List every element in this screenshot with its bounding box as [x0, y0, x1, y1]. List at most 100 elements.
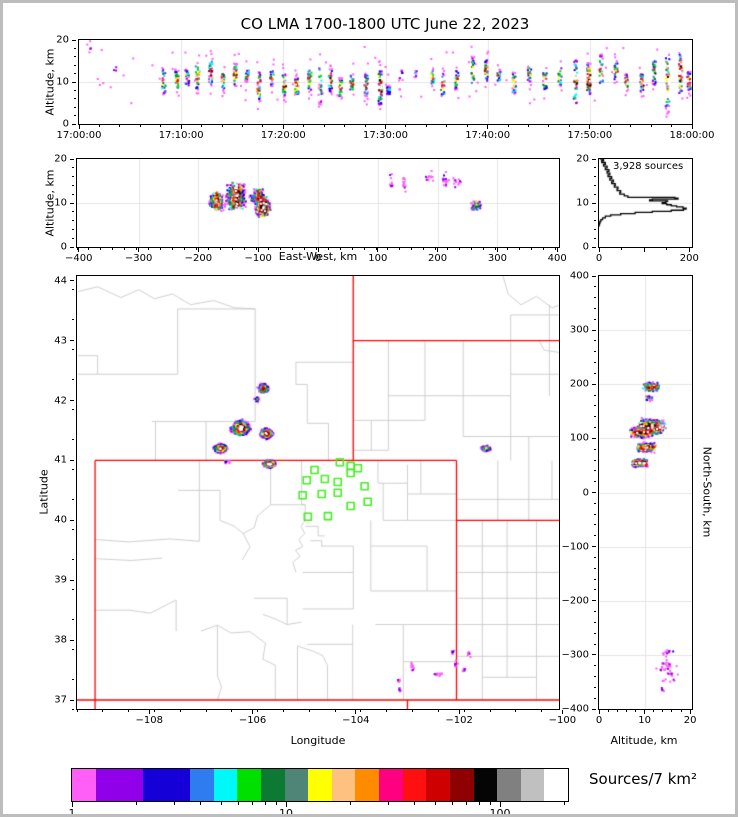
tick-label: 42	[54, 395, 67, 407]
axis-minor-tick	[621, 248, 623, 250]
axis-minor-tick	[386, 710, 388, 712]
colorbar-minor-tick	[135, 802, 137, 805]
axis-minor-tick	[594, 362, 596, 364]
axis-minor-tick	[594, 481, 596, 483]
axis-minor-tick	[609, 125, 611, 127]
axis-minor-tick	[184, 248, 186, 250]
axis-minor-tick	[594, 372, 596, 374]
colorbar-minor-tick	[414, 802, 416, 805]
axis-tick	[197, 248, 199, 252]
colorbar-minor-tick	[466, 802, 468, 805]
axis-minor-tick	[594, 184, 596, 186]
axis-minor-tick	[136, 248, 138, 250]
tick-label: 17:20:00	[260, 130, 306, 141]
plan-view-map-panel	[76, 275, 560, 710]
colorbar-minor-tick	[349, 802, 351, 805]
axis-minor-tick	[594, 643, 596, 645]
axis-minor-tick	[308, 710, 310, 712]
axis-minor-tick	[594, 405, 596, 407]
colorbar-minor-tick	[238, 802, 240, 805]
axis-tick	[592, 246, 596, 248]
tick-label: −100	[561, 541, 589, 553]
colorbar-segment	[237, 769, 261, 801]
tick-label: 17:50:00	[567, 130, 613, 141]
colorbar-title: Sources/7 km²	[589, 770, 698, 788]
axis-minor-tick	[594, 697, 596, 699]
northsouth-height-panel	[598, 275, 693, 710]
axis-tick	[72, 123, 76, 125]
tick-label: 17:30:00	[363, 130, 408, 141]
axis-minor-tick	[447, 248, 449, 250]
axis-minor-tick	[72, 498, 74, 500]
tick-label: 20	[683, 715, 697, 726]
axis-minor-tick	[662, 710, 664, 712]
axis-minor-tick	[594, 427, 596, 429]
plan-view-map-canvas	[77, 276, 559, 709]
axis-minor-tick	[594, 167, 596, 169]
axis-minor-tick	[100, 248, 102, 250]
axis-tick	[282, 125, 284, 129]
axis-minor-tick	[124, 248, 126, 250]
axis-minor-tick	[594, 502, 596, 504]
axis-minor-tick	[119, 125, 121, 127]
colorbar-tick	[499, 802, 501, 807]
axis-minor-tick	[616, 710, 618, 712]
tick-label: 400	[569, 270, 589, 282]
ns-panel-xlabel: Altitude, km	[610, 734, 678, 747]
time-height-canvas	[79, 40, 692, 124]
axis-minor-tick	[671, 125, 673, 127]
axis-minor-tick	[594, 340, 596, 342]
axis-minor-tick	[351, 248, 353, 250]
axis-minor-tick	[594, 459, 596, 461]
axis-tick	[592, 546, 596, 548]
axis-minor-tick	[231, 710, 233, 712]
axis-minor-tick	[72, 528, 74, 530]
time-panel-ylabel: Altitude, km	[43, 48, 57, 116]
axis-tick	[252, 710, 254, 714]
tick-label: 0	[595, 253, 603, 264]
time-height-panel	[78, 39, 693, 125]
axis-tick	[138, 248, 140, 252]
axis-tick	[257, 248, 259, 252]
tick-label: 300	[487, 253, 507, 264]
axis-minor-tick	[515, 710, 517, 712]
axis-minor-tick	[405, 125, 407, 127]
tick-label: −200	[561, 595, 589, 607]
ew-panel-xlabel: East-West, km	[278, 250, 358, 263]
axis-minor-tick	[507, 248, 509, 250]
axis-minor-tick	[594, 237, 596, 239]
axis-minor-tick	[594, 567, 596, 569]
axis-minor-tick	[459, 248, 461, 250]
colorbar-segment	[284, 769, 309, 801]
axis-tick	[458, 710, 460, 714]
axis-minor-tick	[72, 468, 74, 470]
axis-minor-tick	[72, 379, 74, 381]
axis-minor-tick	[594, 220, 596, 222]
axis-tick	[72, 39, 76, 41]
colorbar-segment	[449, 769, 474, 801]
axis-minor-tick	[279, 248, 281, 250]
axis-tick	[598, 710, 600, 714]
axis-tick	[592, 600, 596, 602]
axis-minor-tick	[446, 125, 448, 127]
axis-tick	[70, 280, 74, 282]
axis-tick	[70, 400, 74, 402]
axis-minor-tick	[594, 228, 596, 230]
axis-minor-tick	[423, 248, 425, 250]
colorbar-segment	[190, 769, 214, 801]
eastwest-height-panel	[76, 158, 560, 248]
axis-minor-tick	[594, 470, 596, 472]
colorbar-tick-label: 100	[489, 807, 511, 817]
axis-minor-tick	[139, 125, 141, 127]
colorbar-segment	[544, 769, 569, 801]
tick-label: 38	[54, 634, 67, 646]
axis-minor-tick	[463, 710, 465, 712]
axis-tick	[317, 248, 319, 252]
axis-tick	[70, 340, 74, 342]
tick-label: 0	[60, 241, 67, 253]
figure-title: CO LMA 1700-1800 UTC June 22, 2023	[240, 15, 530, 33]
axis-tick	[644, 710, 646, 714]
tick-label: −102	[445, 715, 473, 726]
axis-minor-tick	[74, 98, 76, 100]
axis-minor-tick	[375, 248, 377, 250]
